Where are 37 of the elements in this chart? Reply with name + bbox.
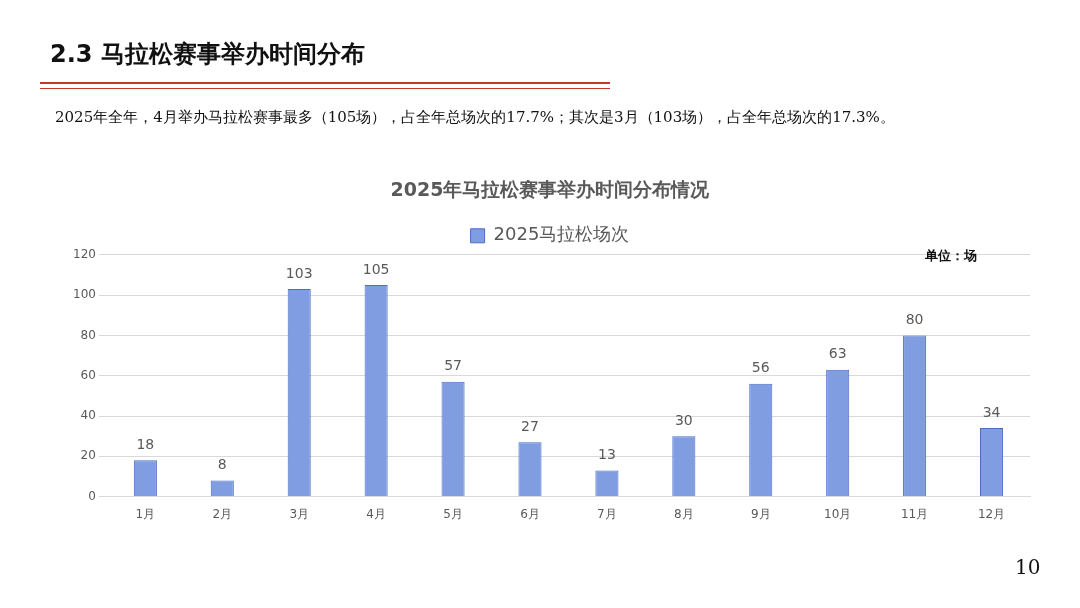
data-label: 8 — [217, 456, 227, 473]
x-tick-label: 5月 — [443, 506, 463, 521]
data-label: 13 — [598, 446, 616, 463]
y-tick-label: 0 — [88, 488, 96, 503]
x-tick-label: 9月 — [750, 506, 771, 521]
y-tick-label: 100 — [73, 287, 96, 302]
data-label: 34 — [982, 403, 1001, 420]
data-label: 56 — [751, 359, 770, 376]
x-tick-label: 6月 — [520, 506, 540, 521]
data-label: 30 — [674, 411, 693, 428]
y-tick-label: 80 — [80, 327, 96, 342]
y-tick-label: 120 — [73, 246, 96, 261]
y-tick-label: 20 — [80, 448, 96, 463]
x-tick-label: 11月 — [900, 506, 929, 521]
data-label: 63 — [828, 345, 847, 362]
x-tick-label: 12月 — [977, 506, 1006, 521]
x-tick-label: 2月 — [212, 506, 233, 521]
chart-title: 2025年马拉松赛事举办时间分布情况 — [390, 178, 711, 201]
x-tick-label: 8月 — [674, 506, 694, 521]
data-label: 80 — [905, 311, 924, 328]
x-tick-label: 4月 — [366, 506, 386, 521]
data-label: 105 — [362, 260, 390, 277]
x-tick-label: 7月 — [597, 506, 617, 521]
x-tick-label: 1月 — [135, 506, 156, 521]
data-label: 27 — [521, 417, 539, 434]
data-label: 103 — [285, 264, 313, 281]
y-tick-label: 40 — [80, 408, 96, 423]
x-tick-label: 10月 — [824, 506, 852, 521]
text: 10 — [1015, 555, 1041, 579]
text: 2025年全年，4月举办马拉松赛事最多（105场），占全年总场次的17.7%；其次是3月（103场），占全年总场次的17.3%。 — [55, 107, 896, 128]
legend-label: 2025马拉松场次 — [493, 223, 630, 245]
y-tick-label: 60 — [80, 367, 96, 382]
data-label: 18 — [136, 435, 155, 452]
annotation: 单位：场 — [925, 247, 977, 265]
data-label: 57 — [444, 357, 462, 374]
text: 2.3 马拉松赛事举办时间分布 — [50, 39, 365, 70]
x-tick-label: 3月 — [289, 506, 310, 521]
